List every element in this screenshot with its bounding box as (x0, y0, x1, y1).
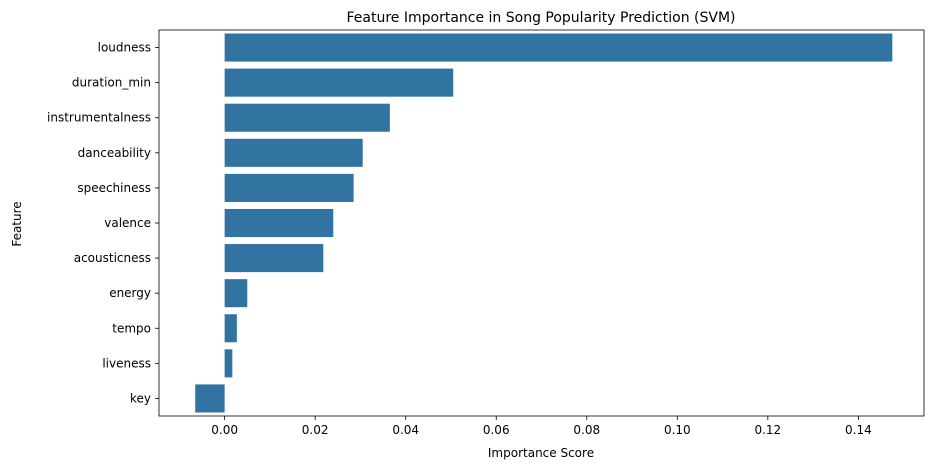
bar-speechiness (224, 173, 354, 202)
bar-acousticness (224, 244, 324, 273)
y-tick-label: valence (104, 216, 151, 230)
bar-danceability (224, 138, 363, 167)
y-tick-label: acousticness (74, 251, 151, 265)
y-tick-label: loudness (98, 41, 151, 55)
bar-key (195, 384, 225, 413)
x-tick-label: 0.12 (754, 423, 781, 437)
bar-loudness (224, 33, 893, 62)
bar-duration_min (224, 68, 454, 97)
bar-instrumentalness (224, 103, 390, 132)
x-tick-label: 0.04 (392, 423, 419, 437)
chart-title: Feature Importance in Song Popularity Pr… (347, 10, 736, 26)
axes-frame (158, 29, 925, 417)
y-tick-label: liveness (102, 356, 151, 370)
y-tick-label: tempo (112, 321, 151, 335)
x-axis-label: Importance Score (488, 446, 594, 460)
y-tick-label: energy (109, 286, 151, 300)
x-tick-label: 0.06 (483, 423, 510, 437)
x-tick-label: 0.00 (211, 423, 238, 437)
y-tick-label: key (130, 391, 151, 405)
bar-liveness (224, 349, 233, 378)
y-tick-label: danceability (78, 146, 151, 160)
bar-tempo (224, 314, 237, 343)
bar-energy (224, 279, 248, 308)
y-axis-label: Feature (10, 201, 24, 246)
y-tick-label: speechiness (77, 181, 151, 195)
bar-valence (224, 208, 334, 238)
y-tick-label: duration_min (72, 76, 151, 90)
y-tick-label: instrumentalness (47, 111, 151, 125)
x-tick-label: 0.02 (302, 423, 329, 437)
x-tick-label: 0.14 (845, 423, 872, 437)
plot-area: loudness duration_min instrumentalness danc… (47, 29, 925, 437)
x-tick-label: 0.08 (573, 423, 600, 437)
x-tick-label: 0.10 (664, 423, 691, 437)
